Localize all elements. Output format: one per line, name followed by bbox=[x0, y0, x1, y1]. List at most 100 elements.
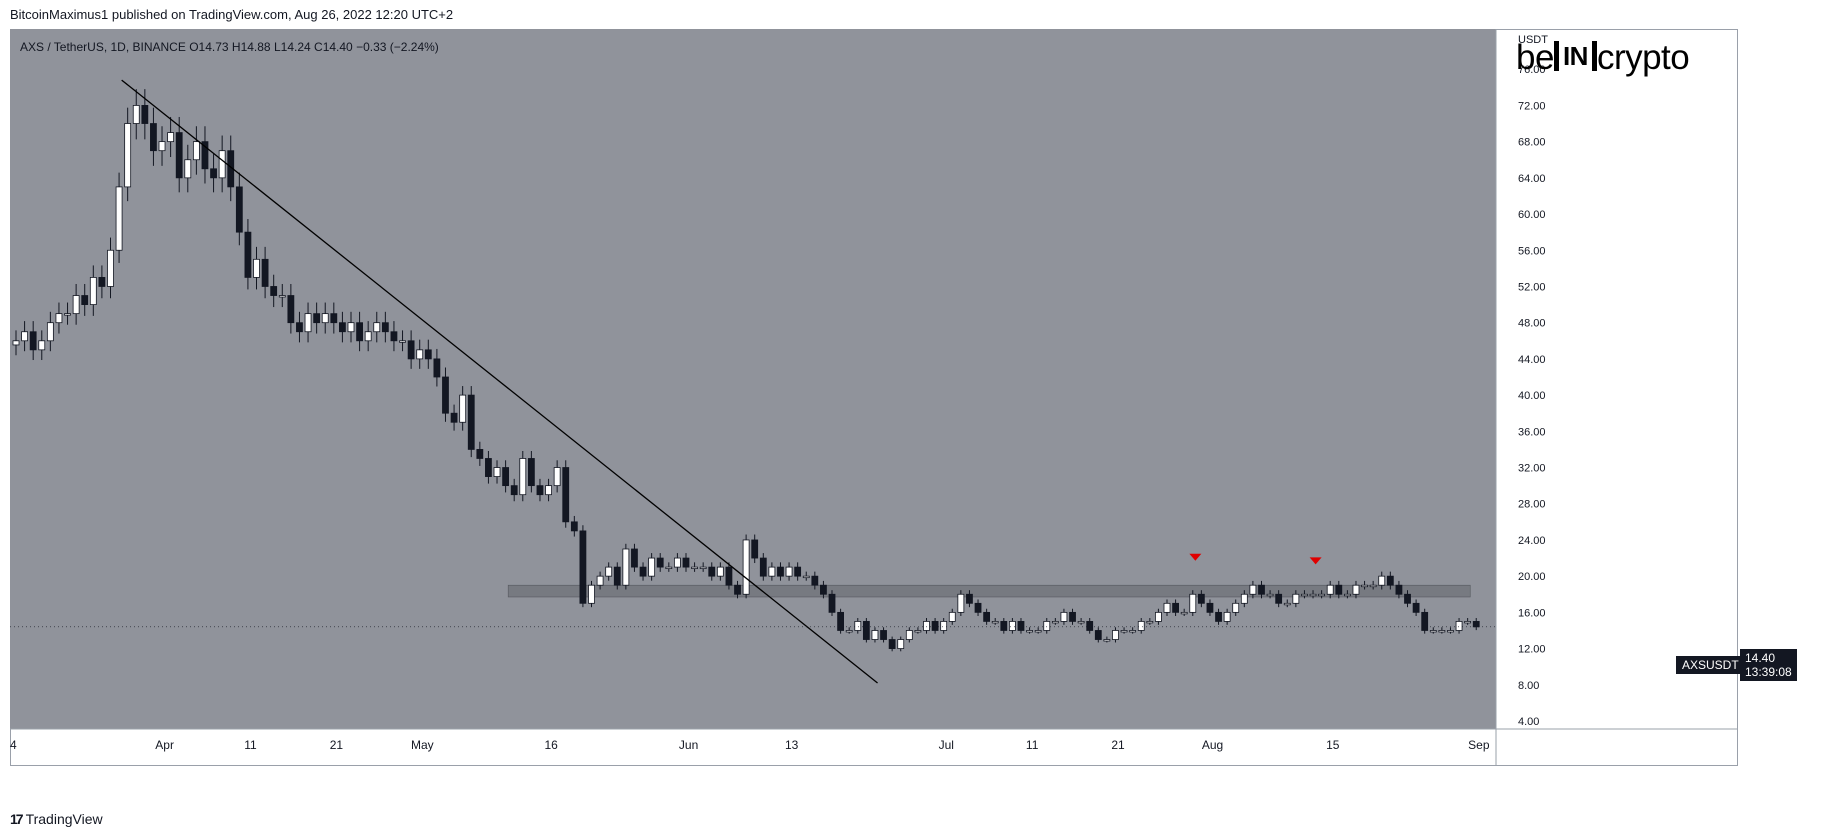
candle-body bbox=[296, 322, 303, 333]
x-tick-label: Sep bbox=[1468, 738, 1490, 752]
y-tick-label: 48.00 bbox=[1518, 318, 1546, 330]
candle-body bbox=[1266, 593, 1274, 597]
x-tick-label: 21 bbox=[1111, 738, 1125, 752]
candle-body bbox=[940, 621, 948, 631]
candle-body bbox=[321, 313, 329, 324]
candle-body bbox=[1129, 630, 1137, 633]
candle-body bbox=[828, 593, 836, 613]
high-value: 14.88 bbox=[240, 40, 271, 54]
candle-body bbox=[588, 584, 595, 604]
x-tick-label: 11 bbox=[244, 738, 257, 752]
candle-body bbox=[570, 521, 578, 532]
candle-body bbox=[1000, 621, 1008, 631]
candle-body bbox=[210, 168, 217, 179]
candle-body bbox=[1008, 621, 1016, 631]
candle-body bbox=[304, 313, 312, 333]
y-tick-label: 4.00 bbox=[1518, 716, 1539, 728]
candle-body bbox=[1189, 593, 1197, 613]
candle-body bbox=[1215, 611, 1222, 622]
candle-body bbox=[579, 530, 587, 604]
candle-body bbox=[407, 340, 415, 360]
tradingview-logo-icon: 17 bbox=[10, 811, 24, 827]
candle-body bbox=[562, 467, 570, 523]
candle-body bbox=[1378, 575, 1386, 586]
candle-body bbox=[1447, 630, 1454, 633]
logo-crypto: crypto bbox=[1596, 38, 1690, 77]
candle-body bbox=[1051, 621, 1059, 624]
horizontal-zone bbox=[507, 584, 1471, 598]
candle-body bbox=[948, 611, 956, 622]
y-tick-label: 8.00 bbox=[1518, 680, 1539, 692]
x-tick-label: 14 bbox=[10, 738, 17, 752]
symbol-price-label: AXSUSDT bbox=[1676, 656, 1745, 674]
x-tick-label: Jul bbox=[939, 738, 954, 752]
y-tick-label: 44.00 bbox=[1518, 354, 1546, 366]
x-tick-label: 15 bbox=[1326, 738, 1340, 752]
logo-be: be bbox=[1516, 38, 1554, 77]
candle-body bbox=[278, 295, 286, 298]
y-tick-label: 72.00 bbox=[1518, 100, 1546, 112]
candle-body bbox=[459, 394, 467, 423]
candle-body bbox=[1069, 611, 1076, 622]
candle-body bbox=[399, 340, 406, 343]
y-tick-label: 52.00 bbox=[1518, 281, 1546, 293]
tradingview-footer[interactable]: 17 TradingView bbox=[10, 811, 103, 827]
candle-body bbox=[777, 566, 784, 577]
x-tick-label: Aug bbox=[1202, 738, 1223, 752]
candle-body bbox=[802, 575, 810, 579]
candle-body bbox=[871, 630, 879, 640]
rejection-marker-icon bbox=[1189, 553, 1202, 561]
candle-body bbox=[656, 557, 664, 568]
price-chart[interactable]: USDT 76.00 72.00 68.00 64.00 60.00 56.00 52.00 4… bbox=[10, 29, 1738, 766]
candle-body bbox=[175, 132, 183, 179]
candle-body bbox=[725, 566, 733, 586]
candle-body bbox=[1258, 584, 1265, 595]
candle-body bbox=[38, 340, 46, 351]
y-tick-label: 76.00 bbox=[1518, 64, 1546, 76]
candle-body bbox=[716, 566, 724, 577]
candle-body bbox=[1292, 593, 1300, 604]
candle-body bbox=[158, 141, 166, 152]
candle-body bbox=[1275, 593, 1283, 604]
candle-body bbox=[914, 630, 922, 633]
candle-body bbox=[854, 621, 862, 631]
candle-body bbox=[1223, 611, 1231, 622]
candle-body bbox=[433, 358, 441, 378]
last-price-value: 14.40 bbox=[1745, 651, 1776, 665]
low-value: 14.24 bbox=[280, 40, 311, 54]
candle-body bbox=[845, 630, 853, 633]
candle-body bbox=[1155, 611, 1162, 622]
y-tick-label: 28.00 bbox=[1518, 499, 1546, 511]
candle-body bbox=[1146, 621, 1154, 624]
y-tick-label: 64.00 bbox=[1518, 173, 1546, 185]
candle-body bbox=[1335, 584, 1343, 595]
plot-background bbox=[10, 29, 1496, 729]
candle-body bbox=[287, 295, 295, 324]
candle-body bbox=[1086, 621, 1094, 631]
candle-body bbox=[519, 458, 527, 496]
candle-body bbox=[416, 349, 424, 360]
candle-body bbox=[1301, 593, 1308, 597]
change-value: −0.33 (−2.24%) bbox=[356, 40, 439, 54]
close-value: 14.40 bbox=[322, 40, 353, 54]
candle-body bbox=[390, 331, 398, 342]
candle-body bbox=[485, 458, 492, 477]
candle-body bbox=[132, 105, 140, 124]
candle-body bbox=[1464, 621, 1472, 624]
candle-body bbox=[1026, 630, 1033, 633]
candle-body bbox=[235, 186, 243, 233]
candle-body bbox=[1172, 602, 1179, 613]
candle-body bbox=[1343, 593, 1351, 597]
y-tick-label: 36.00 bbox=[1518, 426, 1546, 438]
candle-body bbox=[1438, 630, 1446, 633]
x-tick-label: 11 bbox=[1026, 738, 1039, 752]
candle-body bbox=[991, 621, 999, 624]
candle-body bbox=[1103, 639, 1111, 642]
x-tick-label: Apr bbox=[155, 738, 174, 752]
candle-body bbox=[29, 331, 37, 351]
candle-body bbox=[1386, 575, 1394, 586]
candle-body bbox=[1120, 630, 1128, 633]
open-value: 14.73 bbox=[198, 40, 229, 54]
beincrypto-logo: be IN crypto bbox=[1516, 38, 1690, 78]
candle-body bbox=[347, 322, 355, 333]
